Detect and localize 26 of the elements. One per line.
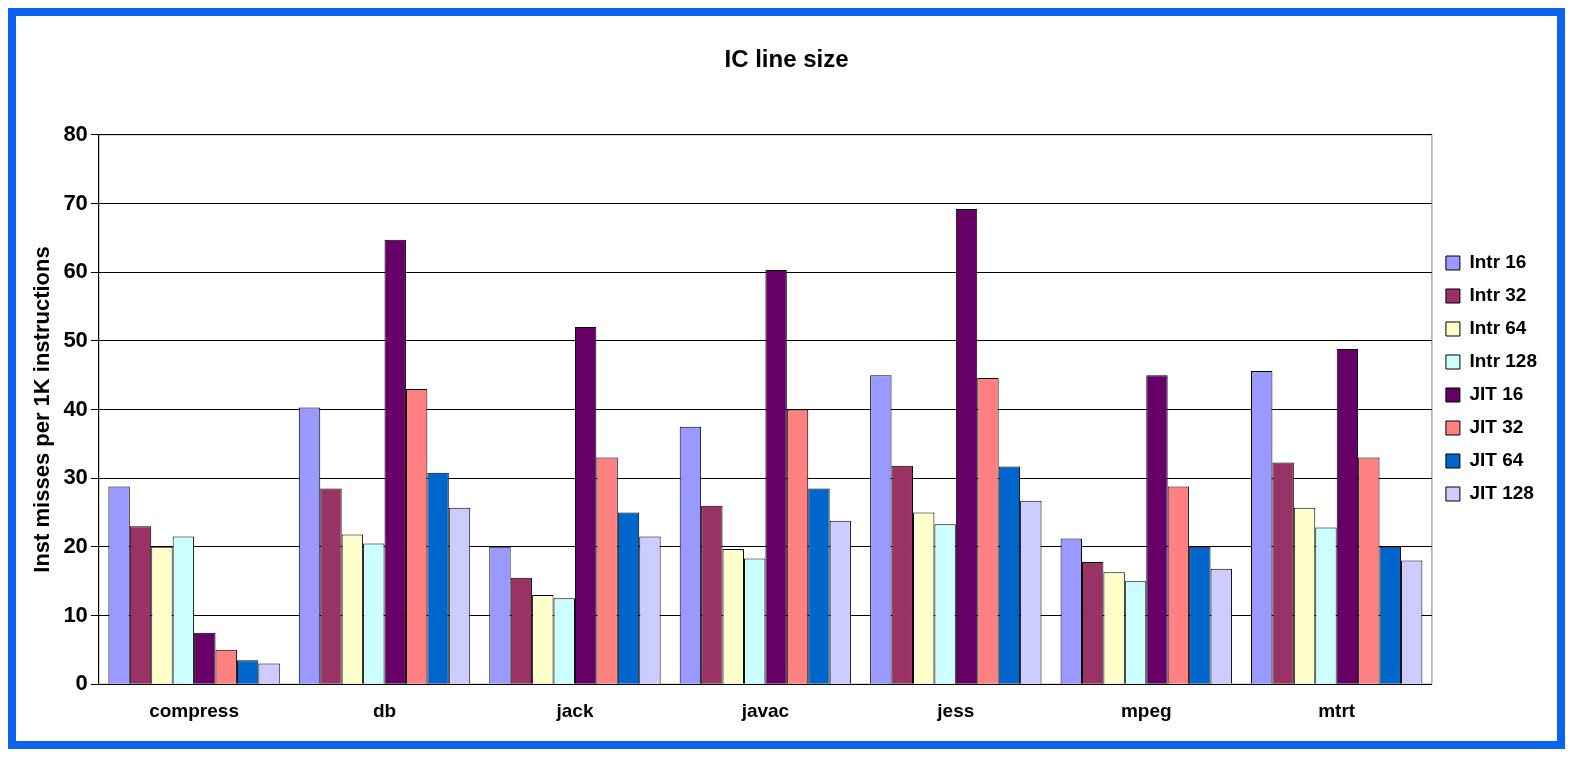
y-axis-title: Inst misses per 1K instructions [29,246,55,573]
y-tick-label: 70 [63,189,88,215]
y-tick-label: 50 [63,326,88,352]
y-tick-label: 60 [63,258,88,284]
x-tick-label: db [372,699,397,721]
legend-label: JIT 16 [1469,383,1524,405]
legend-label: Intr 64 [1469,317,1527,339]
x-tick-label: mpeg [1120,699,1172,721]
x-tick-label: jess [936,699,975,721]
legend-label: Intr 32 [1469,284,1527,306]
chart-title: IC line size [724,45,849,73]
legend-label: JIT 128 [1469,482,1534,504]
y-tick-label: 40 [63,395,88,421]
x-tick-label: jack [555,699,594,721]
y-tick-label: 30 [63,464,88,490]
x-tick-label: javac [740,699,790,721]
legend-label: JIT 32 [1469,416,1524,438]
y-tick-label: 80 [63,120,88,146]
legend-label: Intr 16 [1469,251,1527,273]
legend-label: JIT 64 [1469,449,1524,471]
y-tick-label: 20 [63,532,88,558]
y-tick-label: 0 [75,670,88,696]
y-tick-label: 10 [63,601,88,627]
legend-label: Intr 128 [1469,350,1538,372]
x-tick-label: mtrt [1318,699,1356,721]
x-tick-label: compress [149,699,239,721]
